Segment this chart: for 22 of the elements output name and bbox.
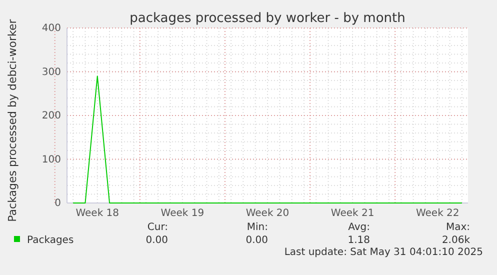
legend-label: Packages (27, 235, 74, 246)
y-axis-title: Packages processed by debci-worker (6, 18, 19, 222)
x-tick-label: Week 18 (76, 208, 120, 220)
y-tick-label: 100 (42, 154, 61, 166)
text: 1.18 (348, 235, 370, 246)
text: Avg: (348, 222, 370, 233)
x-tick-label: Week 20 (246, 208, 290, 220)
y-tick-label: 400 (42, 23, 61, 34)
y-tick-label: 0 (54, 198, 61, 210)
y-tick-label: 300 (42, 66, 61, 78)
x-tick-label: Week 22 (416, 208, 460, 220)
x-tick-label: Week 19 (160, 208, 204, 220)
text: 0.00 (246, 235, 268, 246)
text: 2.06k (442, 235, 470, 246)
text: Cur: (147, 222, 168, 233)
y-tick-label: 200 (42, 110, 61, 122)
x-tick-label: Week 21 (330, 208, 374, 220)
text: Max: (446, 222, 470, 233)
text: Min: (246, 222, 268, 233)
text: 0.00 (146, 235, 168, 246)
text: Last update: Sat May 31 04:01:10 2025 (284, 247, 483, 258)
chart-title: packages processed by worker - by month (130, 11, 406, 26)
